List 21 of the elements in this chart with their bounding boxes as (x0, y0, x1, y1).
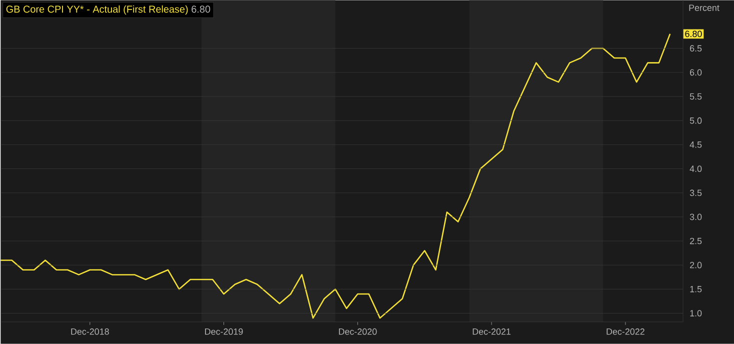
y-tick-label: 6.0 (690, 69, 702, 76)
y-tick-label: 3.5 (690, 190, 702, 196)
data-label: 6.80 (685, 30, 702, 38)
y-tick-label: 5.0 (690, 117, 702, 124)
x-tick-label: Dec-2018 (71, 328, 109, 335)
x-tick-label: Dec-2020 (338, 328, 377, 335)
y-tick-label: 4.5 (690, 142, 702, 148)
x-tick-label: Dec-2022 (606, 328, 644, 335)
y-tick-label: 3.0 (690, 214, 702, 220)
y-tick-label: 2.0 (690, 262, 702, 268)
y-tick-label: 5.5 (690, 93, 702, 100)
annotation: 6.80 (192, 6, 210, 13)
y-axis-title: Percent (689, 4, 720, 12)
x-tick-label: Dec-2019 (205, 328, 243, 335)
text: GB Core CPI YY* - Actual (First Release) (6, 5, 188, 15)
x-tick-label: Dec-2021 (472, 328, 511, 335)
y-tick-label: 4.0 (690, 166, 702, 172)
y-tick-label: 1.0 (690, 310, 702, 316)
y-tick-label: 6.5 (690, 45, 702, 52)
y-tick-label: 1.5 (690, 286, 702, 292)
y-tick-label: 2.5 (690, 238, 702, 244)
